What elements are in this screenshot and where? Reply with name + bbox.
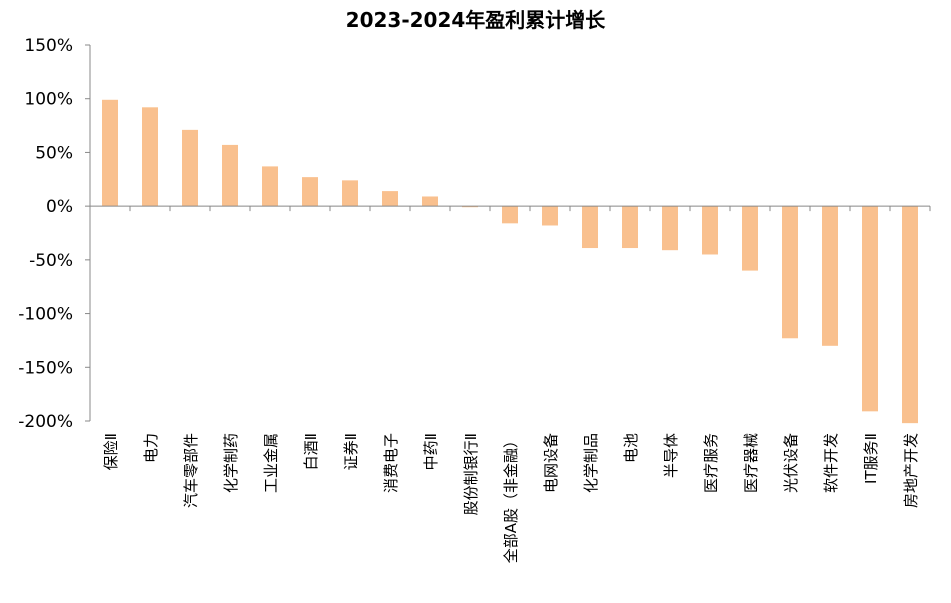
category-label: 医疗服务 bbox=[702, 433, 720, 493]
bar bbox=[182, 129, 198, 207]
category-label: 股份制银行Ⅱ bbox=[462, 433, 480, 515]
bar bbox=[782, 206, 798, 339]
y-tick-label: -150% bbox=[18, 358, 73, 378]
y-tick-label: -200% bbox=[18, 412, 73, 432]
category-label: 化学制药 bbox=[222, 433, 240, 493]
bar bbox=[742, 206, 758, 271]
y-tick-label: 100% bbox=[24, 90, 73, 110]
chart-title: 2023-2024年盈利累计增长 bbox=[345, 8, 606, 32]
bar bbox=[422, 196, 438, 207]
category-label: 保险Ⅱ bbox=[102, 433, 120, 470]
bar bbox=[262, 166, 278, 207]
category-label: 汽车零部件 bbox=[182, 433, 200, 508]
category-label: 电网设备 bbox=[542, 433, 560, 493]
y-tick-label: 0% bbox=[46, 197, 73, 217]
bar bbox=[902, 206, 918, 424]
bar bbox=[222, 144, 238, 207]
category-label: 房地产开发 bbox=[902, 433, 920, 508]
category-label: 软件开发 bbox=[822, 433, 840, 493]
bar bbox=[582, 206, 598, 249]
y-tick-label: 150% bbox=[24, 36, 73, 56]
y-tick-label: 50% bbox=[35, 143, 73, 163]
category-label: 化学制品 bbox=[582, 433, 600, 493]
category-label: 电池 bbox=[622, 433, 640, 463]
bar bbox=[382, 191, 398, 207]
y-tick-label: -50% bbox=[29, 251, 73, 271]
bar bbox=[142, 107, 158, 207]
category-label: 半导体 bbox=[662, 433, 680, 478]
category-label: 中药Ⅱ bbox=[422, 433, 440, 470]
category-label: 光伏设备 bbox=[782, 433, 800, 493]
plot-area: 150% 100% 50% 0% -50% -100% -150% -200% 保险Ⅱ 电力 汽车零… bbox=[18, 36, 931, 563]
category-label: IT服务Ⅱ bbox=[862, 433, 880, 484]
bar bbox=[702, 206, 718, 255]
bar bbox=[342, 180, 358, 207]
bar bbox=[102, 99, 118, 207]
bar bbox=[502, 206, 518, 224]
y-tick-label: -100% bbox=[18, 305, 73, 325]
category-label: 证券Ⅱ bbox=[342, 433, 360, 470]
bar bbox=[822, 206, 838, 346]
bar bbox=[662, 206, 678, 251]
bar bbox=[462, 206, 478, 208]
bar bbox=[622, 206, 638, 249]
category-label: 全部A股（非金融） bbox=[502, 433, 520, 563]
bar bbox=[862, 206, 878, 412]
category-label: 工业金属 bbox=[262, 433, 280, 493]
bar bbox=[542, 206, 558, 226]
category-label: 消费电子 bbox=[382, 433, 400, 493]
category-label: 白酒Ⅱ bbox=[302, 433, 320, 470]
bar bbox=[302, 177, 318, 207]
category-label: 医疗器械 bbox=[742, 433, 760, 493]
category-label: 电力 bbox=[142, 433, 160, 463]
